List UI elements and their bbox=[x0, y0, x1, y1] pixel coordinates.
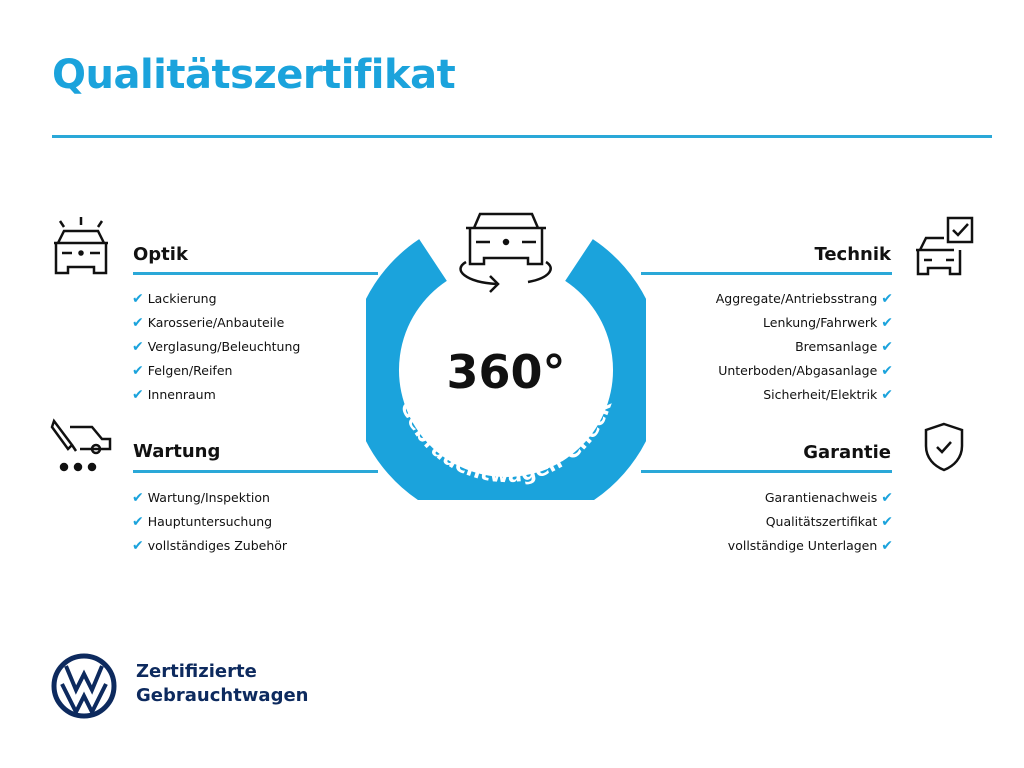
section-line-wartung bbox=[133, 470, 378, 473]
brand-line-1: Zertifizierte bbox=[136, 661, 257, 682]
check-icon: ✔ bbox=[881, 315, 893, 331]
list-item: ✔ Lackierung bbox=[132, 287, 300, 311]
item-text: vollständige Unterlagen bbox=[727, 538, 878, 553]
item-text: Garantienachweis bbox=[764, 490, 878, 505]
check-icon: ✔ bbox=[881, 538, 893, 554]
check-icon: ✔ bbox=[881, 387, 893, 403]
optik-list: ✔ Lackierung ✔ Karosserie/Anbauteile ✔ V… bbox=[132, 287, 300, 407]
shield-check-icon bbox=[924, 422, 964, 472]
check-icon: ✔ bbox=[881, 490, 893, 506]
car-rotate-icon bbox=[459, 212, 552, 293]
check-icon: ✔ bbox=[132, 387, 144, 403]
item-text: Innenraum bbox=[147, 387, 216, 402]
check-icon: ✔ bbox=[132, 538, 144, 554]
section-title-technik: Technik bbox=[814, 244, 891, 265]
service-van-icon bbox=[50, 418, 112, 472]
check-icon: ✔ bbox=[132, 514, 144, 530]
item-text: Karosserie/Anbauteile bbox=[147, 315, 285, 330]
section-title-wartung: Wartung bbox=[133, 441, 221, 462]
list-item: Aggregate/Antriebsstrang ✔ bbox=[716, 287, 893, 311]
car-checklist-icon bbox=[916, 216, 974, 276]
list-item: ✔ Verglasung/Beleuchtung bbox=[132, 335, 300, 359]
list-item: ✔ Karosserie/Anbauteile bbox=[132, 311, 300, 335]
list-item: Qualitätszertifikat ✔ bbox=[728, 510, 893, 534]
list-item: ✔ Felgen/Reifen bbox=[132, 359, 300, 383]
check-icon: ✔ bbox=[132, 363, 144, 379]
check-icon: ✔ bbox=[132, 291, 144, 307]
item-text: Lenkung/Fahrwerk bbox=[763, 315, 878, 330]
title-divider bbox=[52, 135, 992, 138]
check-icon: ✔ bbox=[132, 339, 144, 355]
car-lights-icon bbox=[54, 217, 108, 275]
item-text: Unterboden/Abgasanlage bbox=[718, 363, 878, 378]
list-item: ✔ Innenraum bbox=[132, 383, 300, 407]
list-item: Lenkung/Fahrwerk ✔ bbox=[716, 311, 893, 335]
360-check-badge: Gebrauchtwagen-Check 360° bbox=[366, 212, 646, 500]
item-text: Qualitätszertifikat bbox=[765, 514, 878, 529]
section-title-garantie: Garantie bbox=[803, 442, 891, 463]
list-item: Sicherheit/Elektrik ✔ bbox=[716, 383, 893, 407]
item-text: vollständiges Zubehör bbox=[147, 538, 288, 553]
check-icon: ✔ bbox=[132, 490, 144, 506]
list-item: Unterboden/Abgasanlage ✔ bbox=[716, 359, 893, 383]
section-line-optik bbox=[133, 272, 378, 275]
brand-text: Zertifizierte Gebrauchtwagen bbox=[136, 660, 308, 708]
item-text: Felgen/Reifen bbox=[147, 363, 233, 378]
check-icon: ✔ bbox=[881, 291, 893, 307]
check-icon: ✔ bbox=[881, 339, 893, 355]
list-item: ✔ vollständiges Zubehör bbox=[132, 534, 287, 558]
section-line-garantie bbox=[641, 470, 892, 473]
item-text: Verglasung/Beleuchtung bbox=[147, 339, 301, 354]
item-text: Sicherheit/Elektrik bbox=[763, 387, 878, 402]
check-icon: ✔ bbox=[132, 315, 144, 331]
list-item: ✔ Hauptuntersuchung bbox=[132, 510, 287, 534]
list-item: Bremsanlage ✔ bbox=[716, 335, 893, 359]
garantie-list: Garantienachweis ✔ Qualitätszertifikat ✔… bbox=[728, 486, 893, 558]
list-item: ✔ Wartung/Inspektion bbox=[132, 486, 287, 510]
wartung-list: ✔ Wartung/Inspektion ✔ Hauptuntersuchung… bbox=[132, 486, 287, 558]
item-text: Bremsanlage bbox=[795, 339, 878, 354]
brand-line-2: Gebrauchtwagen bbox=[136, 685, 309, 706]
360-label: 360° bbox=[446, 345, 565, 399]
check-icon: ✔ bbox=[881, 514, 893, 530]
item-text: Hauptuntersuchung bbox=[147, 514, 273, 529]
item-text: Aggregate/Antriebsstrang bbox=[715, 291, 878, 306]
page-title: Qualitätszertifikat bbox=[52, 52, 456, 98]
technik-list: Aggregate/Antriebsstrang ✔ Lenkung/Fahrw… bbox=[716, 287, 893, 407]
list-item: vollständige Unterlagen ✔ bbox=[728, 534, 893, 558]
ring bbox=[366, 239, 646, 500]
section-title-optik: Optik bbox=[133, 244, 188, 265]
list-item: Garantienachweis ✔ bbox=[728, 486, 893, 510]
section-line-technik bbox=[641, 272, 892, 275]
item-text: Lackierung bbox=[147, 291, 217, 306]
check-icon: ✔ bbox=[881, 363, 893, 379]
item-text: Wartung/Inspektion bbox=[147, 490, 270, 505]
vw-logo bbox=[51, 653, 117, 719]
